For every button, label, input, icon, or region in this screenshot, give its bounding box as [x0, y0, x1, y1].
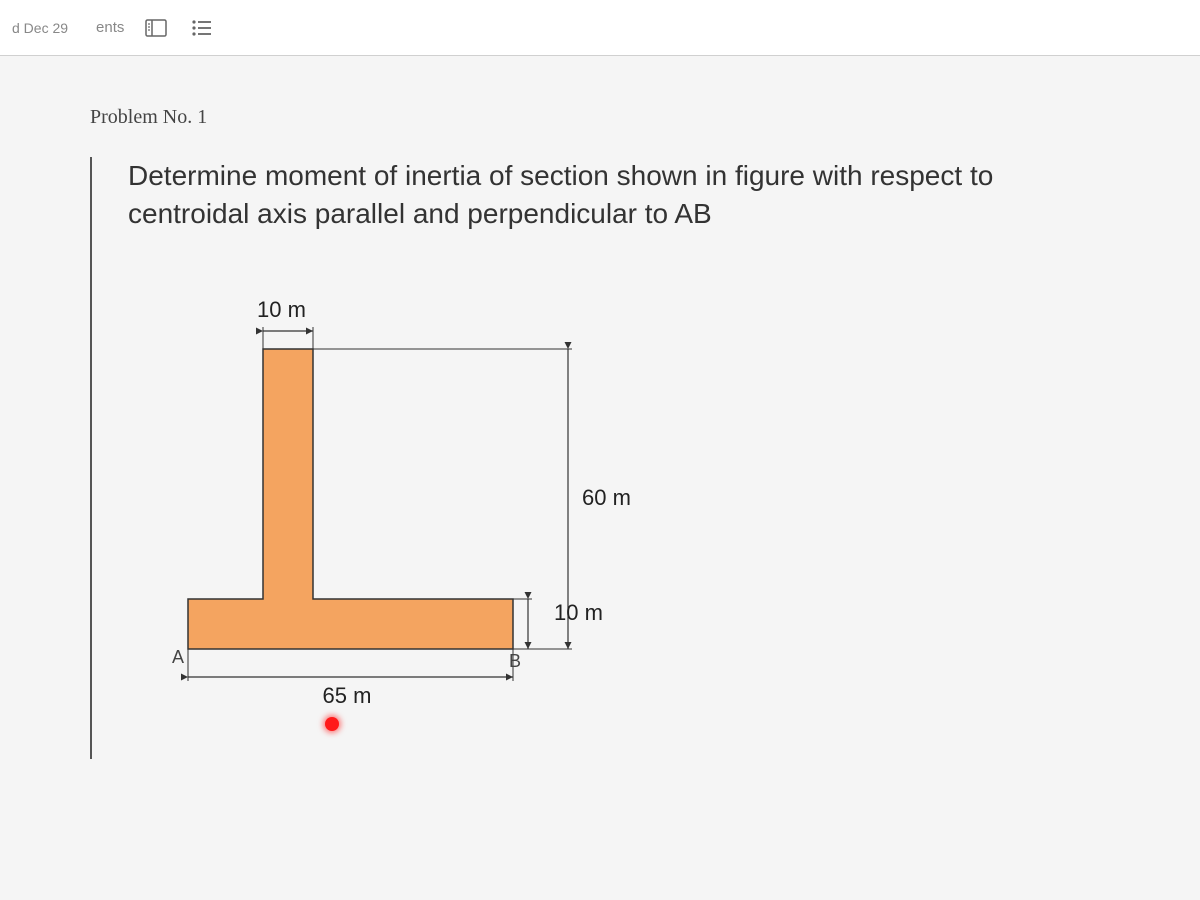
dim-base-width: 65 m — [323, 683, 372, 709]
figure: 10 m 60 m 65 m 10 m A B — [128, 279, 748, 719]
top-toolbar: d Dec 29 ents — [0, 0, 1200, 56]
dim-total-height: 60 m — [582, 485, 631, 511]
figure-svg — [128, 279, 748, 719]
point-a-label: A — [172, 647, 184, 668]
panel-icon[interactable] — [142, 17, 170, 39]
partial-word: ents — [96, 19, 124, 36]
problem-text: Determine moment of inertia of section s… — [128, 157, 1048, 233]
date-fragment: d Dec 29 — [12, 20, 68, 36]
list-icon[interactable] — [188, 17, 216, 39]
problem-container: Determine moment of inertia of section s… — [90, 157, 1140, 759]
pointer-dot — [325, 717, 339, 731]
point-b-label: B — [509, 651, 521, 672]
problem-label: Problem No. 1 — [90, 106, 1140, 129]
dim-stem-width: 10 m — [257, 297, 306, 323]
content-area: Problem No. 1 Determine moment of inerti… — [0, 56, 1200, 759]
dim-base-height: 10 m — [554, 600, 603, 626]
